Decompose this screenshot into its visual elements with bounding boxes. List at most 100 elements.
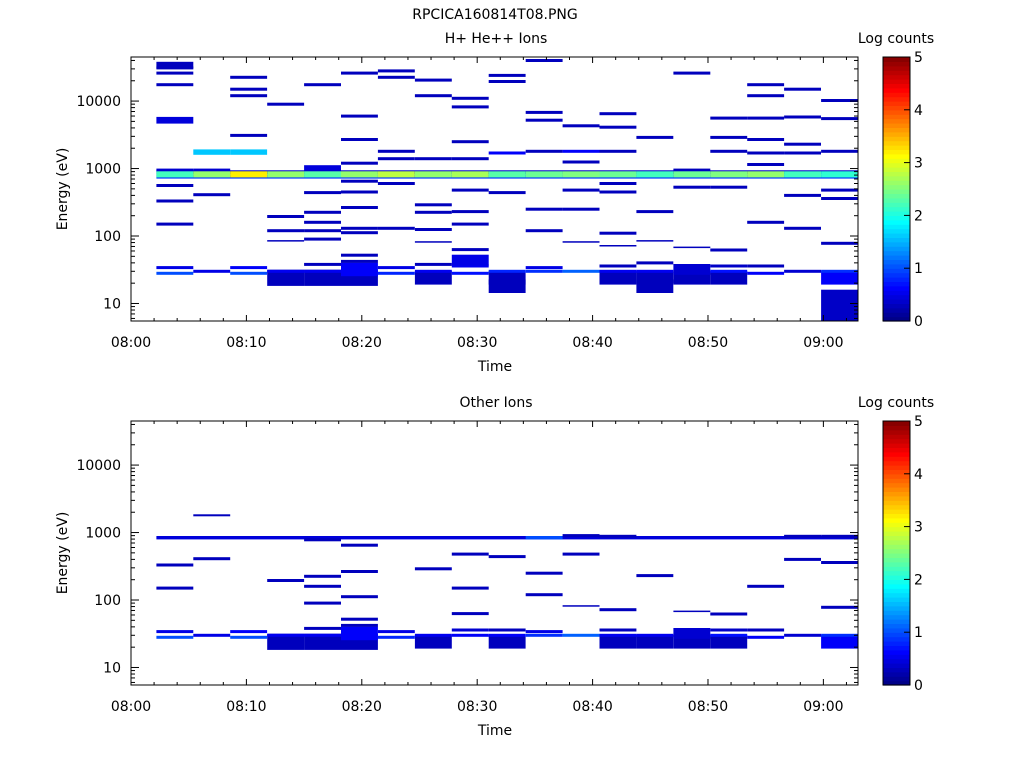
heatmap-cell bbox=[636, 272, 674, 284]
figure-title: RPCICA160814T08.PNG bbox=[412, 7, 577, 23]
heatmap-cell bbox=[710, 116, 748, 120]
colorbar-segment bbox=[883, 579, 910, 585]
heatmap-cell bbox=[525, 59, 563, 62]
colorbar-segment bbox=[883, 676, 910, 682]
colorbar-segment bbox=[883, 535, 910, 541]
colorbar-segment bbox=[883, 118, 910, 124]
colorbar-segment bbox=[883, 303, 910, 309]
heatmap-cell bbox=[156, 61, 194, 69]
colorbar-segment bbox=[883, 658, 910, 664]
colorbar-segment bbox=[883, 255, 910, 260]
colorbar-tick-label: 1 bbox=[914, 261, 923, 277]
heatmap-cell bbox=[267, 171, 305, 178]
heatmap-cell bbox=[747, 271, 785, 275]
heatmap-cell bbox=[451, 140, 489, 144]
colorbar-segment bbox=[883, 636, 910, 642]
heatmap-cell bbox=[156, 630, 194, 634]
colorbar-label: Log counts bbox=[858, 31, 934, 47]
y-tick-label: 100 bbox=[94, 229, 121, 245]
colorbar-segment bbox=[883, 654, 910, 660]
heatmap-cell bbox=[414, 171, 452, 178]
heatmap-cell bbox=[747, 94, 785, 98]
colorbar-segment bbox=[883, 438, 910, 444]
colorbar-segment bbox=[883, 421, 910, 426]
heatmap-cell bbox=[156, 586, 194, 590]
colorbar-segment bbox=[883, 65, 910, 71]
heatmap-cell bbox=[377, 271, 415, 275]
colorbar-segment bbox=[883, 539, 910, 545]
heatmap-cell bbox=[230, 171, 268, 178]
colorbar-segment bbox=[883, 246, 910, 252]
heatmap-cell bbox=[341, 190, 378, 194]
colorbar-segment bbox=[883, 158, 910, 164]
heatmap-cell bbox=[156, 83, 194, 87]
colorbar-segment bbox=[883, 513, 910, 519]
colorbar-segment bbox=[883, 614, 910, 620]
heatmap-cell bbox=[304, 262, 341, 266]
heatmap-cell bbox=[821, 241, 858, 245]
colorbar-segment bbox=[883, 526, 910, 532]
colorbar-segment bbox=[883, 575, 910, 580]
heatmap-cell bbox=[488, 171, 526, 178]
heatmap-cell bbox=[562, 241, 600, 243]
panel-title: Other Ions bbox=[459, 395, 532, 411]
colorbar-segment bbox=[883, 180, 910, 186]
colorbar-segment bbox=[883, 171, 910, 177]
heatmap-cell bbox=[451, 552, 489, 556]
colorbar-segment bbox=[883, 101, 910, 106]
colorbar-tick-label: 3 bbox=[914, 156, 923, 172]
colorbar-segment bbox=[883, 434, 910, 440]
colorbar-segment bbox=[883, 281, 910, 287]
heatmap-cell bbox=[341, 231, 378, 235]
heatmap-cell bbox=[156, 66, 194, 70]
heatmap-cell bbox=[230, 149, 268, 155]
heatmap-cell bbox=[156, 266, 194, 270]
heatmap-cell bbox=[636, 574, 674, 578]
colorbar-segment bbox=[883, 211, 910, 216]
colorbar-segment bbox=[883, 641, 910, 646]
heatmap-cell bbox=[562, 633, 600, 637]
colorbar-segment bbox=[883, 136, 910, 142]
colorbar-segment bbox=[883, 87, 910, 93]
heatmap-cell bbox=[562, 149, 600, 153]
colorbar-segment bbox=[883, 131, 910, 137]
heatmap-cell bbox=[710, 635, 748, 649]
heatmap-cell bbox=[488, 271, 526, 285]
colorbar-segment bbox=[883, 522, 910, 528]
colorbar-tick-label: 4 bbox=[914, 103, 923, 119]
colorbar-segment bbox=[883, 263, 910, 269]
heatmap-cell bbox=[710, 271, 748, 285]
heatmap-cell bbox=[784, 269, 821, 273]
heatmap-cell bbox=[156, 116, 194, 124]
colorbar-segment bbox=[883, 167, 910, 172]
colorbar-segment bbox=[883, 219, 910, 225]
panel-title: H+ He++ Ions bbox=[445, 31, 548, 47]
x-axis: 08:00 08:10 08:20 08:30 08:40 08:50 09:00 bbox=[111, 57, 847, 351]
heatmap-cell bbox=[562, 552, 600, 556]
heatmap-cell bbox=[304, 191, 341, 195]
heatmap-cell bbox=[710, 612, 748, 616]
colorbar-segment bbox=[883, 557, 910, 563]
heatmap-cell bbox=[451, 222, 489, 226]
heatmap-cell bbox=[451, 271, 489, 275]
heatmap-cell bbox=[414, 633, 452, 637]
y-tick-label: 10 bbox=[103, 660, 121, 676]
heatmap-cell bbox=[341, 226, 378, 230]
colorbar-segment bbox=[883, 500, 910, 506]
heatmap-cell bbox=[377, 182, 415, 185]
y-axis: 10 100 1000 10000 bbox=[76, 59, 858, 319]
heatmap-cell bbox=[599, 534, 637, 538]
colorbar-tick-label: 5 bbox=[914, 414, 923, 430]
heatmap-cell bbox=[599, 245, 637, 247]
colorbar-tick-label: 0 bbox=[914, 678, 923, 694]
y-tick-label: 1000 bbox=[85, 526, 121, 542]
heatmap-cell bbox=[304, 210, 341, 214]
heatmap-cell bbox=[821, 271, 858, 285]
heatmap-cell bbox=[377, 630, 415, 634]
heatmap-cell bbox=[821, 561, 858, 564]
x-tick-label: 08:00 bbox=[111, 699, 151, 715]
colorbar-segment bbox=[883, 215, 910, 221]
heatmap-cell bbox=[230, 266, 268, 270]
heatmap-cell bbox=[562, 188, 600, 192]
colorbar-segment bbox=[883, 114, 910, 120]
